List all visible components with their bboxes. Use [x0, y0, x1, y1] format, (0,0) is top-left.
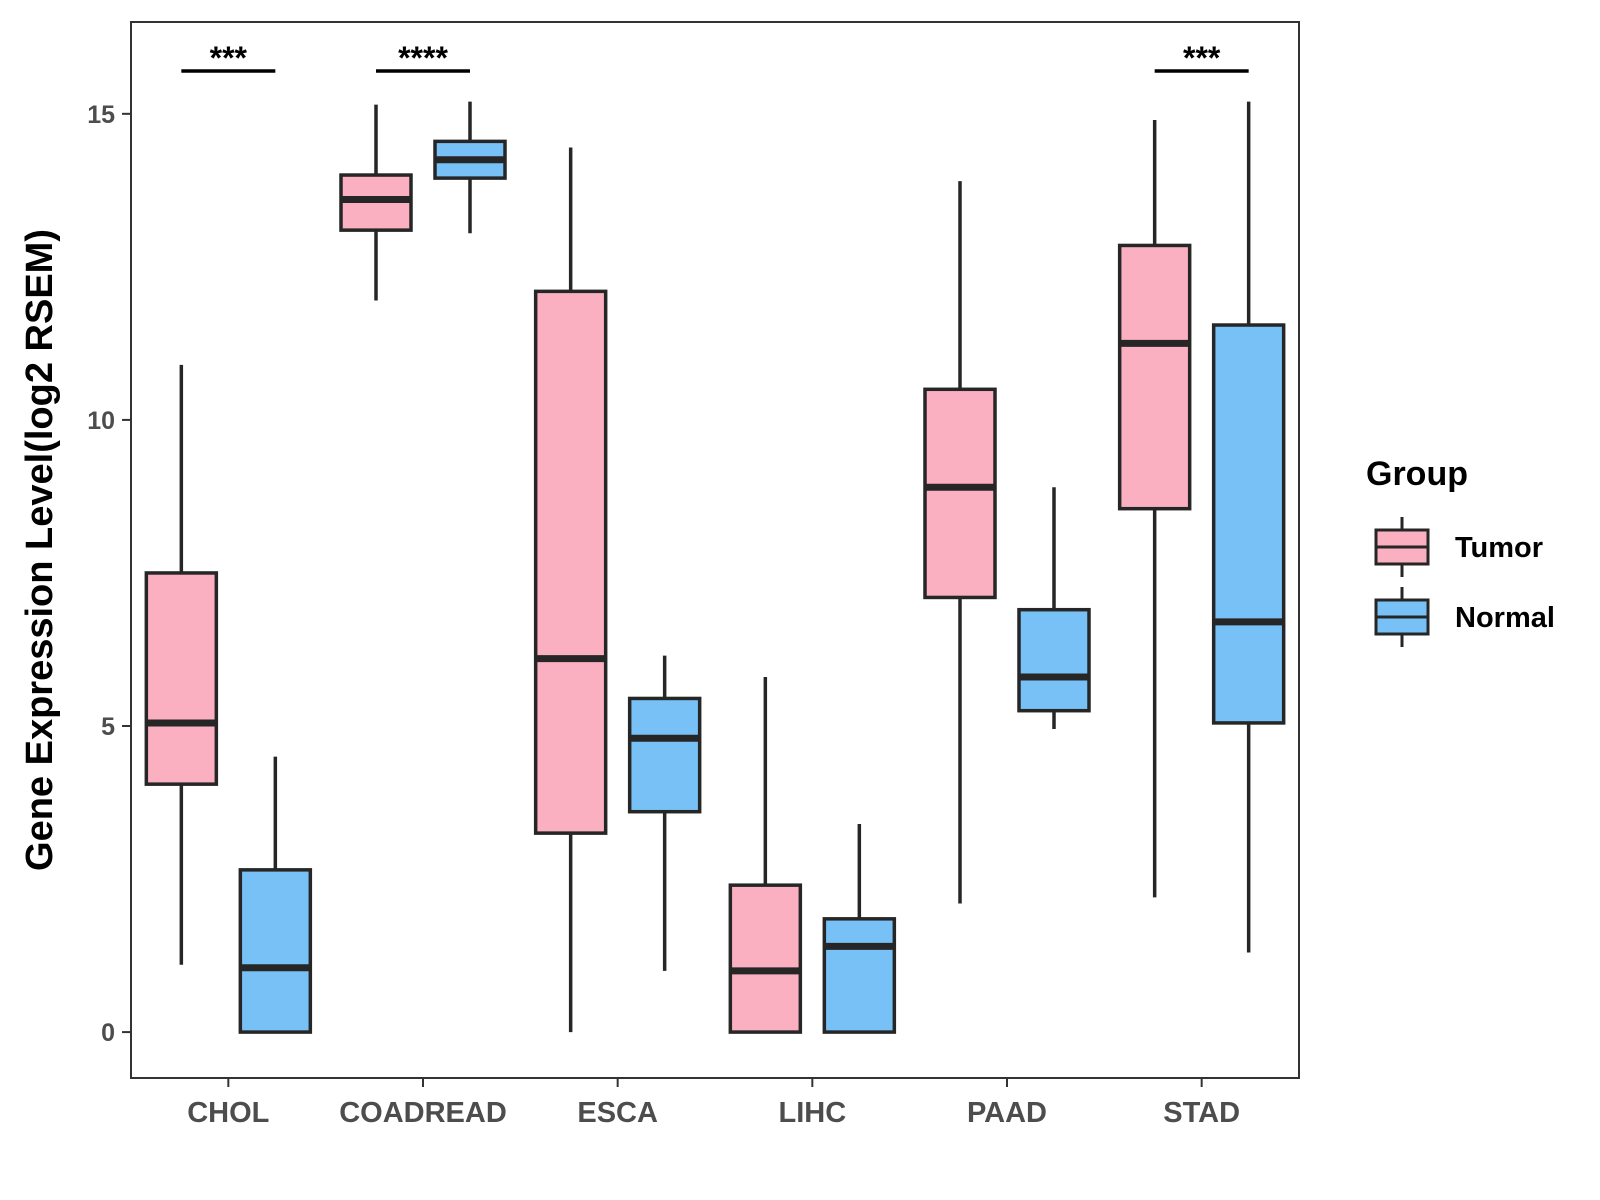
y-tick-label-5: 5 — [101, 713, 115, 741]
x-tick-label-stad: STAD — [1163, 1097, 1240, 1129]
box-chol-tumor — [144, 364, 219, 965]
box-rect-stad-normal — [1211, 323, 1286, 725]
legend-label-normal: Normal — [1455, 602, 1555, 634]
legend-entry-normal: Normal — [1374, 587, 1555, 647]
box-esca-normal — [627, 655, 702, 971]
boxes-layer — [144, 101, 1286, 1034]
significance-label-stad: *** — [1183, 40, 1221, 76]
box-stad-tumor — [1117, 119, 1192, 898]
box-coadread-tumor — [339, 104, 413, 301]
y-axis-title: Gene Expression Level(log2 RSEM) — [19, 229, 61, 871]
box-lihc-normal — [822, 823, 897, 1034]
significance-label-chol: *** — [210, 40, 248, 76]
box-rect-chol-normal — [238, 868, 313, 1034]
box-paad-normal — [1017, 487, 1091, 730]
box-rect-lihc-tumor — [728, 883, 803, 1034]
box-rect-esca-normal — [627, 696, 702, 814]
y-tick-label-10: 10 — [87, 407, 115, 435]
x-tick-label-paad: PAAD — [967, 1097, 1047, 1129]
box-lihc-tumor — [728, 677, 803, 1034]
y-tick-label-15: 15 — [87, 101, 115, 129]
box-stad-normal — [1211, 101, 1286, 953]
y-axis: 0 5 10 15 — [87, 101, 131, 1047]
x-tick-label-esca: ESCA — [577, 1097, 658, 1129]
box-esca-tumor — [533, 147, 608, 1033]
legend-entries: Tumor Normal — [1374, 517, 1555, 647]
y-tick-label-0: 0 — [101, 1019, 115, 1047]
box-chol-normal — [238, 756, 313, 1034]
legend-label-tumor: Tumor — [1455, 532, 1543, 564]
legend-title: Group — [1366, 455, 1468, 493]
significance-label-coadread: **** — [398, 40, 448, 76]
box-rect-paad-tumor — [923, 387, 997, 600]
x-tick-label-lihc: LIHC — [778, 1097, 846, 1129]
x-axis: CHOL COADREAD ESCA LIHC PAAD STAD — [187, 1078, 1240, 1129]
plot-frame — [130, 21, 1300, 1079]
legend: Group Tumor Normal — [1366, 455, 1555, 647]
box-rect-paad-normal — [1017, 607, 1091, 713]
box-rect-esca-tumor — [533, 289, 608, 835]
x-tick-label-coadread: COADREAD — [339, 1097, 507, 1129]
legend-entry-tumor: Tumor — [1374, 517, 1543, 577]
box-rect-stad-tumor — [1117, 243, 1192, 511]
significance-annotations: *** **** *** — [181, 40, 1249, 76]
box-rect-lihc-normal — [822, 917, 897, 1034]
x-tick-label-chol: CHOL — [187, 1097, 269, 1129]
box-rect-chol-tumor — [144, 571, 219, 786]
box-coadread-normal — [433, 101, 507, 234]
box-paad-tumor — [923, 181, 997, 904]
